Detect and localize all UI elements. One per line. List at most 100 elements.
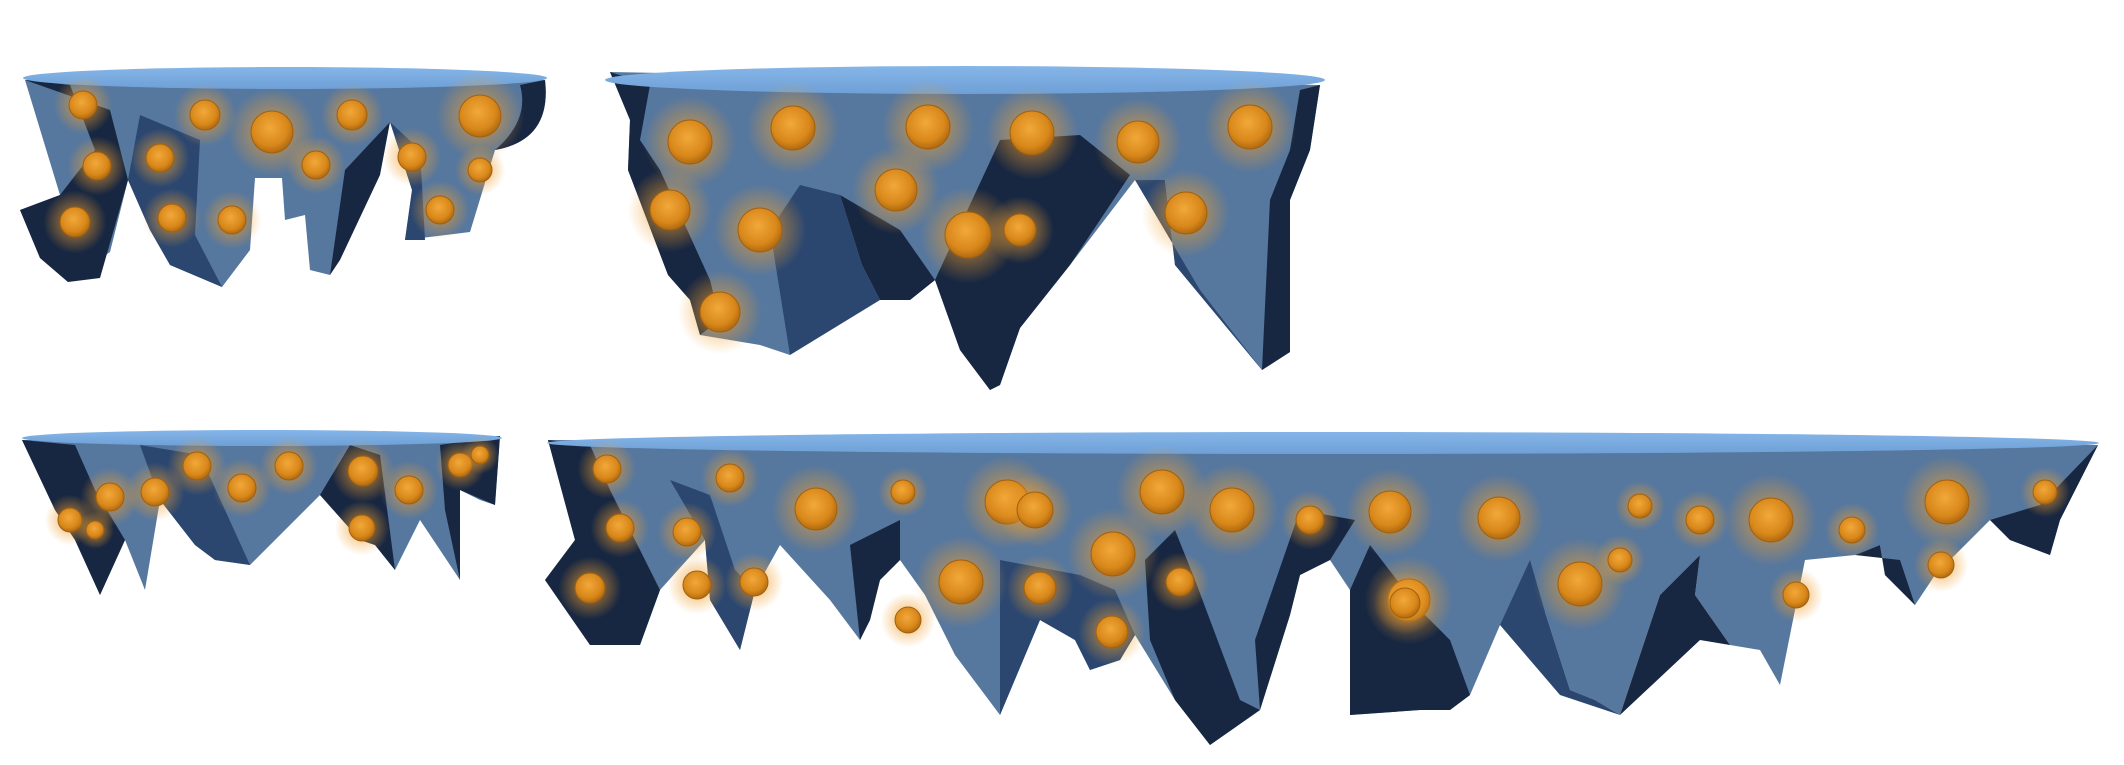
platform-1-top-surface <box>23 67 547 89</box>
ore-core <box>1477 496 1521 540</box>
platform-1-ore-node <box>173 83 237 147</box>
platform-2-ore-node <box>986 196 1054 264</box>
platform-4-ore-node <box>724 552 784 612</box>
platform-4-ore-node <box>1824 502 1880 558</box>
ore-core <box>140 477 170 507</box>
ore-core <box>794 487 838 531</box>
ore-core <box>458 94 502 138</box>
ore-core <box>1627 493 1653 519</box>
platform-2-ore-node <box>678 270 762 354</box>
platform-4-ore-node <box>1185 463 1279 557</box>
platform-1-ore-node <box>142 188 202 248</box>
ore-core <box>682 570 712 600</box>
ore-core <box>739 567 769 597</box>
platform-1-ore-node <box>53 75 113 135</box>
platform-4-shadow-i <box>1620 555 1730 715</box>
platform-4-ore-node <box>657 502 717 562</box>
platform-2-shadow-f <box>1262 85 1320 370</box>
platform-3-top-surface <box>22 430 502 446</box>
platform-4-ore-node <box>1280 490 1340 550</box>
platform-4-ore-node <box>1078 598 1146 666</box>
platform-4-ore-node <box>1150 552 1210 612</box>
platform-1-ore-node <box>43 190 107 254</box>
platform-4-shadow-c <box>850 520 900 640</box>
ore-layer <box>43 71 2071 666</box>
ore-core <box>301 150 331 180</box>
platform-3-ore-node <box>125 462 185 522</box>
ore-core <box>1227 104 1273 150</box>
platform-2-ore-node <box>746 81 840 175</box>
platform-3-ore-node <box>379 460 439 520</box>
platform-4-shadow-k <box>1990 445 2098 555</box>
ore-core <box>1023 571 1057 605</box>
ore-core <box>1924 479 1970 525</box>
platform-4-ore-node <box>558 556 622 620</box>
platform-4-ore-node <box>880 592 936 648</box>
platform-4-ore-node <box>914 535 1008 629</box>
platform-3-ore-node <box>167 436 227 496</box>
platform-4-ore-node <box>577 439 637 499</box>
ore-core <box>1003 213 1037 247</box>
ore-core <box>737 207 783 253</box>
ore-core <box>1116 120 1160 164</box>
ore-core <box>1090 531 1136 577</box>
ore-core <box>1782 581 1810 609</box>
platform-4-ore-node <box>1454 473 1544 563</box>
platform-1-shadow-c <box>330 122 390 275</box>
ore-core <box>397 142 427 172</box>
platform-4-ore-node <box>2019 466 2071 518</box>
platform-4-ore-node <box>1373 571 1437 635</box>
ore-core <box>667 119 713 165</box>
ore-core <box>894 606 922 634</box>
platform-2-ore-node <box>1141 168 1231 258</box>
platform-4-ore-node <box>1913 537 1969 593</box>
platform-1-ore-node <box>67 136 127 196</box>
ore-core <box>905 104 951 150</box>
ore-core <box>394 475 424 505</box>
platform-3-ore-node <box>212 458 272 518</box>
ore-core <box>470 445 490 465</box>
ore-core <box>1685 505 1715 535</box>
ore-core <box>1838 516 1866 544</box>
ore-core <box>1016 491 1054 529</box>
platform-4-ore-node <box>1115 445 1209 539</box>
platform-4-ore-node <box>997 472 1073 548</box>
platform-4-shadow-f <box>1255 510 1355 710</box>
platform-1-ore-node <box>454 144 506 196</box>
platform-4-top-surface <box>547 432 2099 454</box>
platform-4-ore-node <box>1670 490 1730 550</box>
platform-4-ore-node <box>1900 455 1994 549</box>
platform-4-ore-node <box>877 466 929 518</box>
ore-core <box>715 463 745 493</box>
ore-core <box>1095 615 1129 649</box>
platform-3-ore-node <box>334 500 390 556</box>
platform-1-ore-node <box>382 127 442 187</box>
ore-core <box>1009 110 1055 156</box>
ore-core <box>1139 469 1185 515</box>
platform-4-ore-node <box>700 448 760 508</box>
platform-2-ore-node <box>628 168 712 252</box>
ore-core <box>672 517 702 547</box>
ore-core <box>938 559 984 605</box>
platform-2-top-surface <box>605 66 1325 94</box>
ore-core <box>85 520 105 540</box>
platform-4-shadow-h <box>1500 560 1620 715</box>
ore-core <box>649 189 691 231</box>
ore-core <box>336 99 368 131</box>
ore-core <box>189 99 221 131</box>
platform-4-ore-node <box>667 555 727 615</box>
platform-2-ore-node <box>713 183 807 277</box>
ore-core <box>1164 191 1208 235</box>
ore-core <box>182 451 212 481</box>
platform-1-ore-node <box>410 180 470 240</box>
ore-core <box>347 455 379 487</box>
platform-1-ore-node <box>130 128 190 188</box>
platform-3-ore-node <box>461 436 499 474</box>
platform-4-ore-node <box>1768 567 1824 623</box>
ore-core <box>699 291 741 333</box>
platform-1-ore-node <box>435 71 525 161</box>
platform-2-ore-node <box>1203 80 1297 174</box>
ore-core <box>890 479 916 505</box>
